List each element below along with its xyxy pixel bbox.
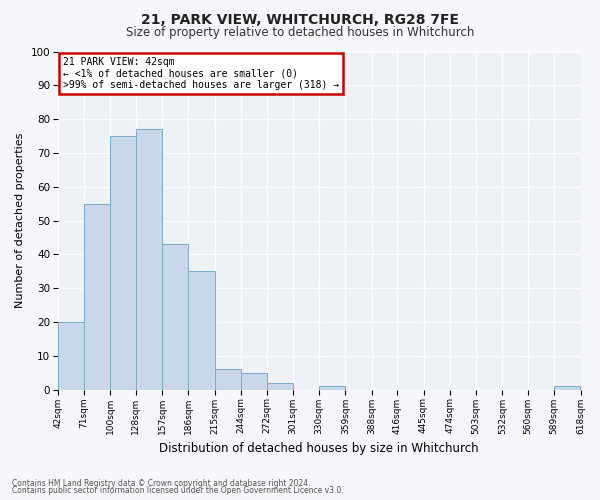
Bar (188, 272, 215, 390)
Text: 21, PARK VIEW, WHITCHURCH, RG28 7FE: 21, PARK VIEW, WHITCHURCH, RG28 7FE (141, 12, 459, 26)
Bar (110, 136, 136, 390)
Bar (136, 130, 162, 390)
Bar (554, 386, 580, 390)
Text: 21 PARK VIEW: 42sqm
← <1% of detached houses are smaller (0)
>99% of semi-detach: 21 PARK VIEW: 42sqm ← <1% of detached ho… (63, 56, 339, 90)
Text: Size of property relative to detached houses in Whitchurch: Size of property relative to detached ho… (126, 26, 474, 39)
Y-axis label: Number of detached properties: Number of detached properties (15, 133, 25, 308)
Text: Contains HM Land Registry data © Crown copyright and database right 2024.: Contains HM Land Registry data © Crown c… (12, 478, 311, 488)
Bar (319, 386, 346, 390)
Bar (241, 372, 266, 390)
Bar (215, 370, 241, 390)
Bar (84, 204, 110, 390)
Text: Contains public sector information licensed under the Open Government Licence v3: Contains public sector information licen… (12, 486, 344, 495)
Bar (266, 383, 293, 390)
Bar (162, 244, 188, 390)
Bar (58, 322, 84, 390)
X-axis label: Distribution of detached houses by size in Whitchurch: Distribution of detached houses by size … (160, 442, 479, 455)
